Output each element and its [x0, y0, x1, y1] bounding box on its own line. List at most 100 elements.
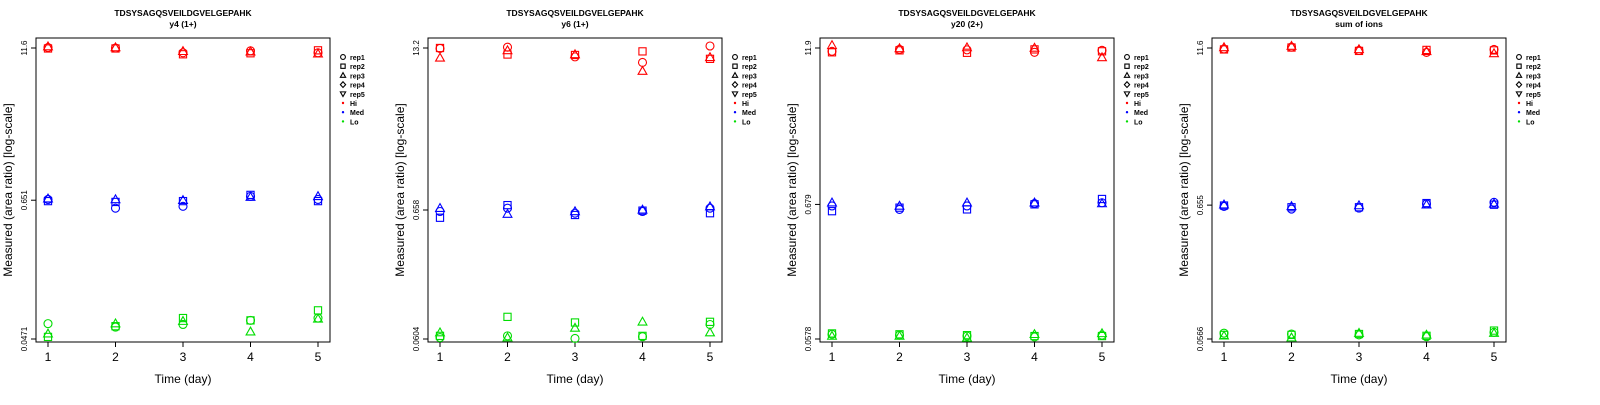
legend: rep1 rep2 rep3 rep4 rep5 Hi Med Lo [339, 54, 365, 126]
data-point [827, 207, 837, 216]
legend-dot [1125, 101, 1129, 105]
legend-label: rep2 [350, 64, 365, 71]
data-point [435, 43, 445, 53]
data-point [1029, 197, 1040, 207]
x-axis-label: Time (day) [155, 372, 212, 386]
data-point [1029, 328, 1040, 339]
legend-marker [1124, 54, 1130, 60]
data-point [1096, 51, 1108, 62]
x-tick-label: 5 [1491, 350, 1498, 364]
y-tick-label: 0.0604 [412, 326, 421, 351]
legend-label: rep5 [742, 92, 757, 99]
x-tick-label: 4 [639, 350, 646, 364]
legend-label: rep2 [1134, 64, 1149, 71]
data-point [1489, 326, 1499, 335]
data-point [434, 326, 446, 337]
data-point [1097, 194, 1107, 204]
legend-dot [341, 120, 345, 123]
chart-subtitle: y4 (1+) [169, 19, 196, 29]
plot-frame [35, 37, 331, 343]
data-point [1286, 331, 1297, 342]
data-point [826, 330, 838, 340]
data-point [313, 306, 323, 315]
data-point [1029, 47, 1040, 57]
x-tick-label: 4 [247, 350, 254, 364]
data-point [705, 203, 715, 213]
data-point [961, 332, 973, 342]
x-tick-label: 2 [1288, 350, 1295, 364]
legend-marker [340, 54, 346, 60]
x-tick-label: 3 [964, 350, 971, 364]
legend-label: rep1 [742, 55, 757, 62]
legend-dot [1125, 120, 1129, 123]
plot-frame [1211, 37, 1507, 343]
data-point [1218, 198, 1230, 209]
data-point [1488, 47, 1500, 58]
legend-marker [339, 91, 347, 98]
data-point [1287, 330, 1296, 340]
legend-label: Med [1134, 110, 1148, 117]
legend-marker [1515, 71, 1523, 78]
legend-label: Lo [1526, 119, 1535, 126]
data-point [178, 313, 188, 323]
data-point [42, 328, 54, 338]
legend-label: Hi [742, 101, 749, 108]
data-point [313, 46, 323, 55]
legend: rep1 rep2 rep3 rep4 rep5 Hi Med Lo [1515, 54, 1541, 126]
legend-dot [1517, 111, 1521, 114]
data-point [1488, 198, 1500, 208]
data-point [1353, 199, 1365, 210]
data-point [245, 315, 256, 325]
legend-dot [733, 101, 737, 105]
y-axis-label: Measured (area ratio) [log-scale] [393, 103, 407, 276]
legend-marker [731, 91, 739, 98]
data-point [638, 331, 647, 341]
x-tick-label: 1 [437, 350, 444, 364]
legend-label: rep1 [350, 55, 365, 62]
legend-label: Hi [1526, 101, 1533, 108]
data-point [177, 45, 189, 56]
data-point [110, 193, 121, 204]
y-tick-label: 0.0471 [20, 326, 29, 351]
y-tick-label: 11.9 [804, 40, 813, 56]
legend-marker [1515, 91, 1523, 98]
chart-title: TDSYSAGQSVEILDGVELGEPAHK [506, 8, 644, 18]
legend-label: rep1 [1526, 55, 1541, 62]
legend-label: Med [742, 110, 756, 117]
data-point [569, 322, 581, 332]
data-point [177, 194, 189, 205]
data-point [1421, 198, 1432, 209]
data-point [434, 52, 446, 62]
data-point [570, 318, 580, 327]
data-point [704, 326, 716, 337]
data-point [826, 197, 838, 207]
data-point [638, 47, 647, 56]
legend-label: rep4 [1526, 83, 1541, 90]
legend-dot [341, 111, 345, 114]
legend-marker [732, 54, 738, 60]
legend-label: Lo [350, 119, 359, 126]
y-tick-label: 11.6 [20, 40, 29, 56]
legend-dot [733, 120, 737, 123]
legend-label: rep4 [1134, 83, 1149, 90]
legend-dot [733, 111, 737, 114]
x-tick-label: 3 [572, 350, 579, 364]
data-point [569, 205, 581, 216]
data-point [570, 208, 580, 218]
legend-label: rep5 [350, 92, 365, 99]
data-point [1421, 45, 1432, 56]
legend-marker [340, 63, 346, 69]
data-point [961, 41, 973, 52]
data-point [894, 200, 905, 210]
legend-dot [1517, 120, 1521, 123]
legend-label: rep5 [1526, 92, 1541, 99]
legend-marker [1123, 71, 1131, 78]
x-axis-label: Time (day) [939, 372, 996, 386]
legend-label: rep2 [742, 64, 757, 71]
legend-dot [341, 101, 345, 105]
data-point [962, 331, 972, 340]
legend-marker [1124, 63, 1130, 69]
